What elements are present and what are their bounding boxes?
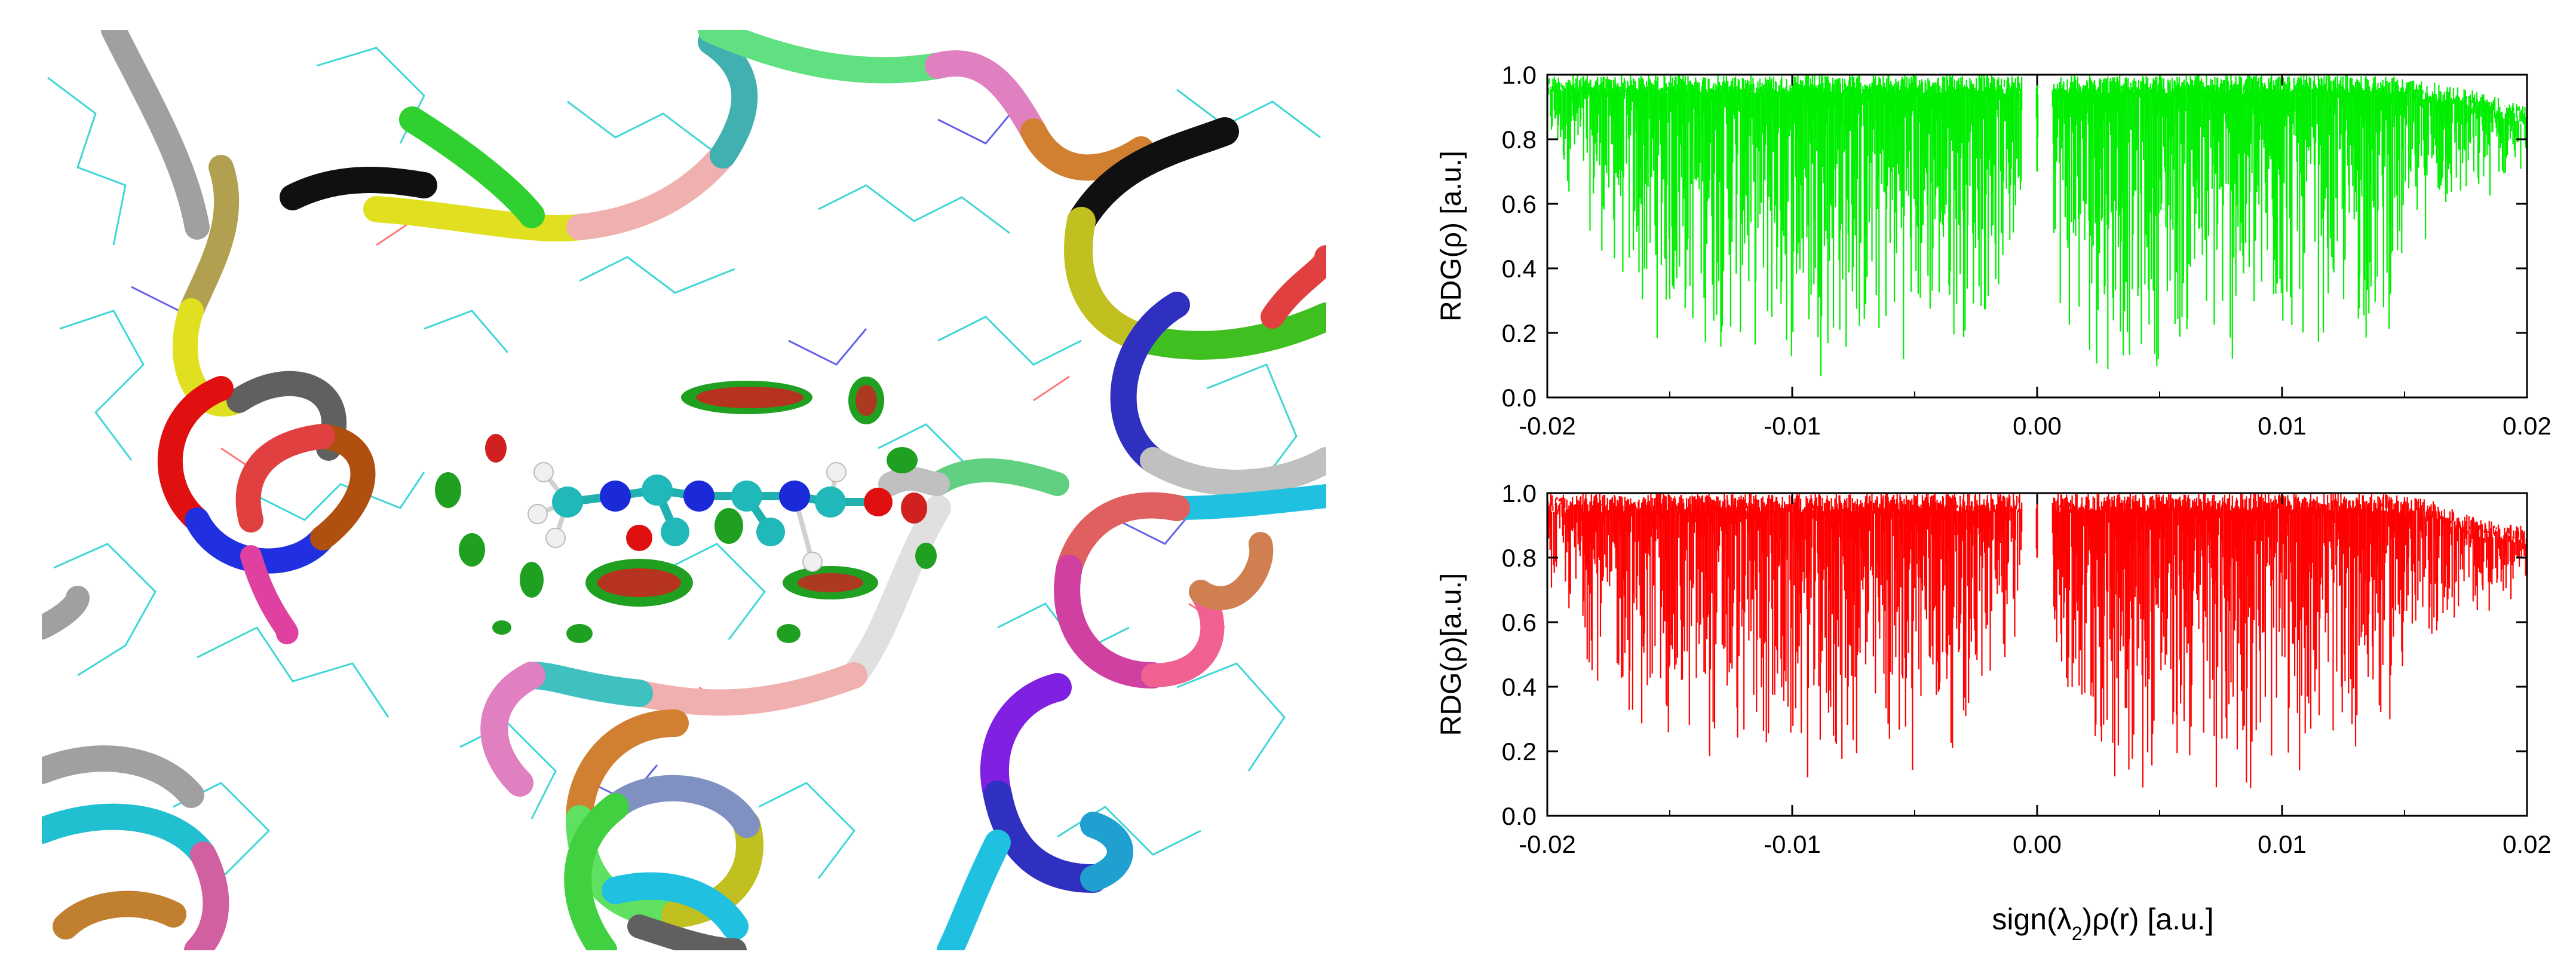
- x-tick-label: -0.02: [1519, 830, 1576, 858]
- x-tick-label: -0.01: [1764, 412, 1821, 440]
- y-tick-label: 0.4: [1502, 673, 1537, 701]
- rdg-charts: -0.02 -0.01 0.00 0.01 0.02 0.0 0.2 0.4 0.6 0.8 1.0…: [1436, 61, 2552, 944]
- protein-ribbons: [42, 30, 1326, 950]
- x-tick-label: -0.02: [1519, 412, 1576, 440]
- x-tick-label: 0.00: [2013, 412, 2062, 440]
- rdg-chart-green: -0.02 -0.01 0.00 0.01 0.02 0.0 0.2 0.4 0.6 0.8 1.0…: [1436, 61, 2552, 440]
- y-tick-label: 0.6: [1502, 190, 1537, 218]
- y-tick-label: 0.8: [1502, 126, 1537, 154]
- wireframe-bonds: [47, 47, 1321, 880]
- x-tick-label: 0.02: [2503, 412, 2552, 440]
- y-axis-label: RDG(ρ) [a.u.]: [1436, 151, 1467, 322]
- y-tick-label: 0.0: [1502, 802, 1537, 830]
- x-tick-label: 0.02: [2503, 830, 2552, 858]
- ligand-molecule: [528, 462, 893, 572]
- y-tick-label: 1.0: [1502, 61, 1537, 89]
- x-axis-label: sign(λ2)ρ(r) [a.u.]: [1992, 902, 2213, 944]
- protein-ligand-ribbon-scene: [42, 30, 1326, 950]
- x-tick-label: -0.01: [1764, 830, 1821, 858]
- y-tick-label: 0.6: [1502, 608, 1537, 637]
- rdg-chart-red: -0.02 -0.01 0.00 0.01 0.02 0.0 0.2 0.4 0.6 0.8 1.0…: [1436, 479, 2552, 858]
- x-tick-label: 0.01: [2258, 412, 2307, 440]
- x-tick-label: 0.01: [2258, 830, 2307, 858]
- y-tick-label: 1.0: [1502, 479, 1537, 507]
- y-tick-label: 0.8: [1502, 544, 1537, 572]
- y-axis-label: RDG(ρ)[a.u.]: [1436, 573, 1467, 736]
- y-tick-label: 0.0: [1502, 384, 1537, 412]
- y-tick-label: 0.2: [1502, 738, 1537, 766]
- x-tick-label: 0.00: [2013, 830, 2062, 858]
- y-tick-label: 0.2: [1502, 319, 1537, 347]
- y-tick-label: 0.4: [1502, 255, 1537, 283]
- nci-isosurface: [435, 377, 937, 643]
